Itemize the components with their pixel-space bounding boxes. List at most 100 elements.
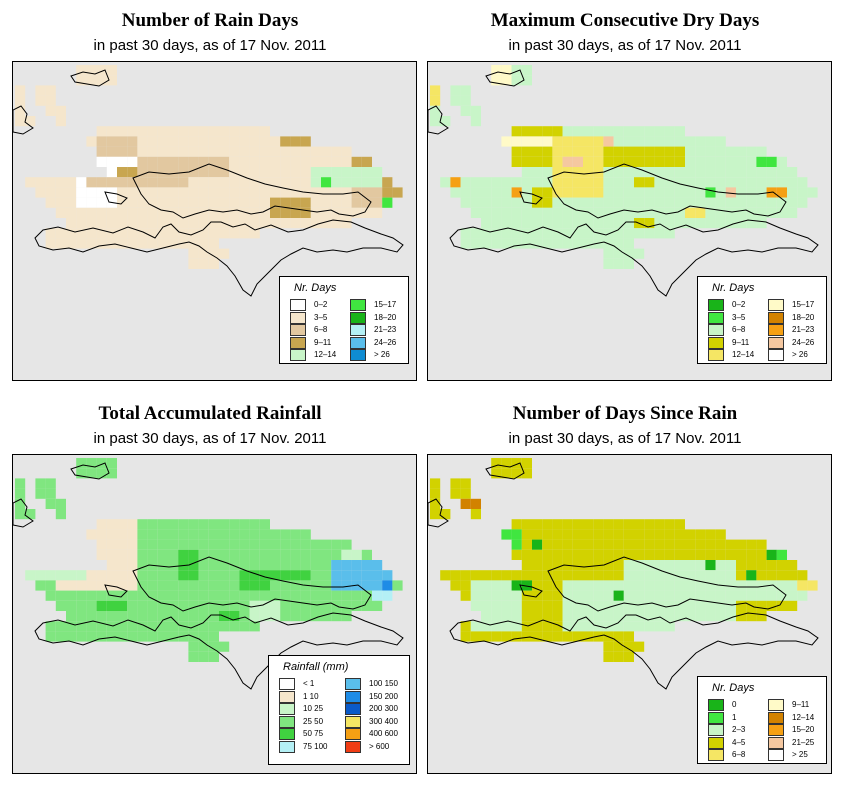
grid-cell [178, 590, 189, 601]
grid-cell [623, 529, 634, 540]
grid-cell [532, 529, 543, 540]
grid-cell [634, 570, 645, 581]
grid-cell [583, 187, 594, 198]
grid-cell [552, 207, 563, 218]
legend-swatch [345, 690, 361, 703]
grid-cell [685, 611, 696, 622]
grid-cell [756, 187, 767, 198]
grid-cell [106, 468, 117, 479]
grid-cell [188, 580, 199, 591]
grid-cell [583, 126, 594, 137]
grid-cell [460, 631, 471, 642]
grid-cell [178, 156, 189, 167]
legend-swatch [279, 678, 295, 690]
grid-cell [372, 177, 383, 188]
grid-cell [481, 570, 492, 581]
grid-cell [572, 197, 583, 208]
grid-cell [66, 228, 77, 239]
grid-cell [725, 207, 736, 218]
grid-cell [552, 156, 563, 167]
grid-cell [157, 611, 168, 622]
grid-cell [249, 156, 260, 167]
coastline [449, 612, 819, 690]
grid-cell [55, 580, 66, 591]
grid-cell [117, 611, 128, 622]
grid-cell [341, 187, 352, 198]
grid-cell [542, 207, 553, 218]
grid-cell [613, 519, 624, 530]
grid-cell [106, 238, 117, 249]
grid-cell [96, 156, 107, 167]
grid-cell [634, 529, 645, 540]
grid-cell [470, 570, 481, 581]
grid-cell [603, 218, 614, 229]
grid-cell [511, 207, 522, 218]
grid-cell [613, 258, 624, 269]
grid-cell [613, 529, 624, 540]
grid-cell [270, 600, 281, 611]
grid-cell [280, 580, 291, 591]
grid-cell [521, 167, 532, 178]
grid-cell [552, 611, 563, 622]
legend-swatch [345, 703, 361, 715]
grid-cell [270, 539, 281, 550]
grid-cell [664, 218, 675, 229]
grid-cell [532, 238, 543, 249]
grid-cell [511, 75, 522, 86]
grid-cell [623, 631, 634, 642]
grid-cell [460, 488, 471, 499]
legend-label: > 600 [369, 741, 390, 751]
grid-cell [460, 498, 471, 509]
grid-cell [562, 570, 573, 581]
grid-cell [725, 167, 736, 178]
grid-cell [501, 187, 512, 198]
grid-cell [542, 529, 553, 540]
grid-cell [664, 519, 675, 530]
grid-cell [229, 218, 240, 229]
grid-cell [321, 207, 332, 218]
grid-cell [229, 156, 240, 167]
legend-label: 6–8 [314, 325, 328, 334]
grid-cell [674, 146, 685, 157]
grid-cell [280, 197, 291, 208]
grid-cell [613, 156, 624, 167]
grid-cell [86, 458, 97, 469]
grid-cell [521, 560, 532, 571]
grid-cell [501, 529, 512, 540]
grid-cell [96, 631, 107, 642]
grid-cell [511, 238, 522, 249]
legend-label: 15–17 [374, 300, 397, 309]
grid-cell [695, 549, 706, 560]
grid-cell [552, 519, 563, 530]
grid-cell [76, 218, 87, 229]
grid-cell [603, 651, 614, 662]
grid-cell [654, 611, 665, 622]
grid-cell [310, 146, 321, 157]
grid-cell [157, 167, 168, 178]
grid-cell [634, 146, 645, 157]
grid-cell [249, 187, 260, 198]
grid-cell [674, 570, 685, 581]
legend-label: 12–14 [314, 350, 337, 359]
grid-cell [654, 146, 665, 157]
grid-cell [331, 187, 342, 198]
grid-cell [147, 580, 158, 591]
legend-swatch [768, 324, 784, 336]
legend-label: 3–5 [732, 312, 746, 322]
grid-cell [157, 621, 168, 632]
grid-cell [157, 126, 168, 137]
grid-cell [229, 228, 240, 239]
grid-cell [644, 146, 655, 157]
legend-label: 0–2 [732, 300, 746, 309]
grid-cell [106, 75, 117, 86]
grid-cell [664, 136, 675, 147]
grid-cell [623, 651, 634, 662]
grid-cell [674, 187, 685, 198]
grid-cell [613, 197, 624, 208]
grid-cell [321, 600, 332, 611]
grid-cell [259, 136, 270, 147]
grid-cell [470, 631, 481, 642]
grid-cell [501, 458, 512, 469]
grid-cell [300, 539, 311, 550]
grid-cell [583, 207, 594, 218]
